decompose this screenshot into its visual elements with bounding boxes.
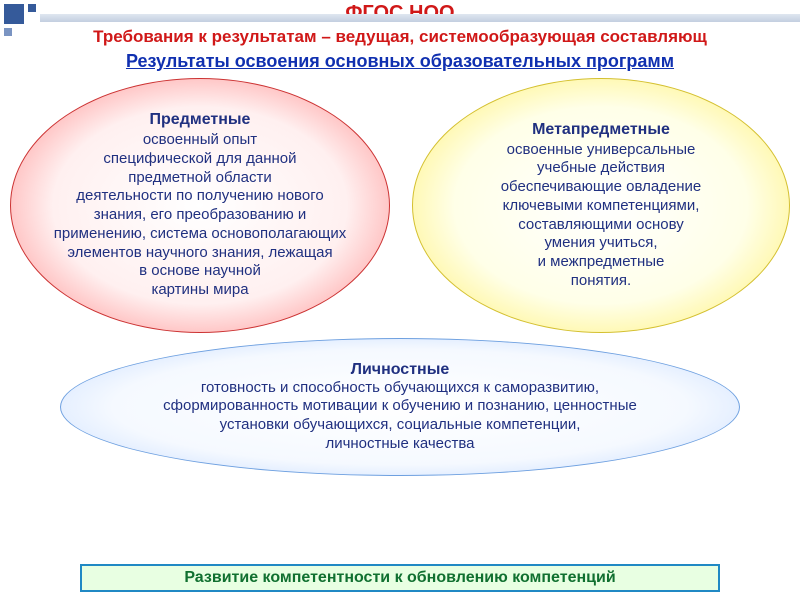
oval-predmetnye: Предметные освоенный опыт специфической … xyxy=(10,78,390,333)
oval-bottom-title: Личностные xyxy=(351,361,450,379)
oval-left-title: Предметные xyxy=(150,111,251,129)
decor-square-small-2 xyxy=(4,28,12,36)
oval-bottom-body: готовность и способность обучающихся к с… xyxy=(163,379,637,454)
oval-right-title: Метапредметные xyxy=(532,121,670,139)
oval-metapredmetnye: Метапредметные освоенные универсальные у… xyxy=(412,78,790,333)
decor-top-bar xyxy=(40,14,800,22)
page-title-line2: Требования к результатам – ведущая, сист… xyxy=(0,27,800,47)
footer-box: Развитие компетентности к обновлению ком… xyxy=(80,564,720,592)
oval-lichnostnye: Личностные готовность и способность обуч… xyxy=(60,338,740,476)
corner-decoration xyxy=(0,0,40,60)
oval-bottom-wrap: Личностные готовность и способность обуч… xyxy=(0,338,800,478)
oval-right-body: освоенные универсальные учебные действия… xyxy=(501,141,702,291)
decor-square-large xyxy=(4,4,24,24)
ovals-top-row: Предметные освоенный опыт специфической … xyxy=(0,78,800,338)
header: ФГОС НОО Требования к результатам – веду… xyxy=(0,0,800,47)
decor-square-small-1 xyxy=(28,4,36,12)
subheader: Результаты освоения основных образовател… xyxy=(0,51,800,72)
oval-left-body: освоенный опыт специфической для данной … xyxy=(54,131,346,300)
footer-text: Развитие компетентности к обновлению ком… xyxy=(184,569,615,587)
